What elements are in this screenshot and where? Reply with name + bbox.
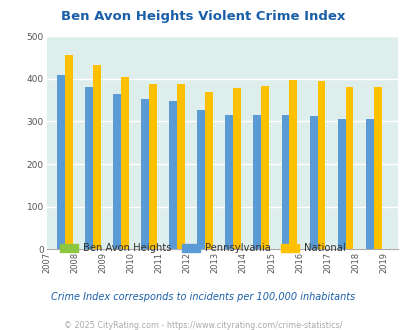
Bar xyxy=(253,115,261,249)
Bar xyxy=(92,65,100,249)
Bar xyxy=(169,101,177,249)
Bar xyxy=(232,88,241,249)
Bar xyxy=(121,77,128,249)
Bar xyxy=(141,99,149,249)
Text: © 2025 CityRating.com - https://www.cityrating.com/crime-statistics/: © 2025 CityRating.com - https://www.city… xyxy=(64,321,341,330)
Bar xyxy=(289,80,296,249)
Bar xyxy=(317,82,324,249)
Bar xyxy=(261,86,269,249)
Bar xyxy=(345,87,353,249)
Bar xyxy=(365,119,373,249)
Legend: Ben Avon Heights, Pennsylvania, National: Ben Avon Heights, Pennsylvania, National xyxy=(56,239,349,257)
Bar xyxy=(85,87,92,249)
Bar xyxy=(57,75,64,249)
Bar xyxy=(205,92,213,249)
Bar xyxy=(309,116,317,249)
Bar xyxy=(177,84,184,249)
Bar xyxy=(225,115,232,249)
Bar xyxy=(113,94,121,249)
Bar xyxy=(197,110,205,249)
Bar xyxy=(373,87,381,249)
Text: Crime Index corresponds to incidents per 100,000 inhabitants: Crime Index corresponds to incidents per… xyxy=(51,292,354,302)
Bar xyxy=(64,55,72,249)
Bar xyxy=(337,119,345,249)
Text: Ben Avon Heights Violent Crime Index: Ben Avon Heights Violent Crime Index xyxy=(61,10,344,23)
Bar xyxy=(149,84,156,249)
Bar xyxy=(281,115,289,249)
